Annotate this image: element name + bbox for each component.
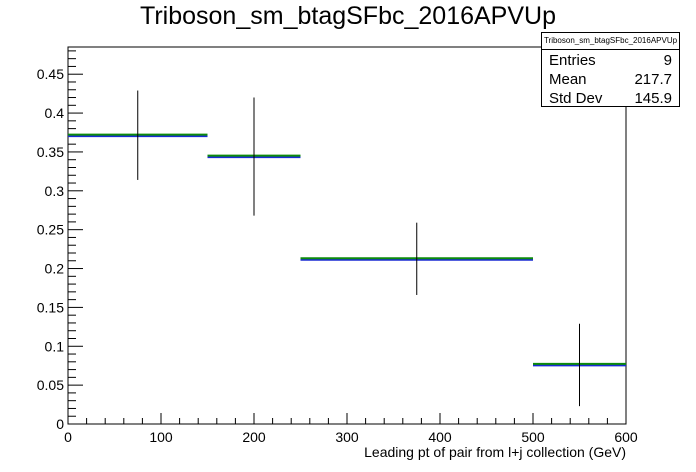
stats-row-stddev: Std Dev 145.9 — [542, 89, 679, 108]
mean-label: Mean — [549, 71, 587, 88]
y-tick-label: 0.15 — [37, 299, 64, 315]
x-axis: 0 100 200 300 400 500 600 — [64, 413, 638, 445]
stats-row-mean: Mean 217.7 — [542, 70, 679, 89]
y-tick-label: 0.25 — [37, 222, 64, 238]
mean-value: 217.7 — [634, 71, 672, 88]
y-tick-label: 0.4 — [45, 105, 65, 121]
entries-value: 9 — [663, 52, 672, 69]
y-axis: 0 0.05 0.1 0.15 0.2 0.25 0.3 0.35 0.4 0.45 — [37, 50, 83, 432]
y-tick-label: 0.2 — [45, 261, 65, 277]
y-tick-label: 0.05 — [37, 377, 64, 393]
stats-box-title: Triboson_sm_btagSFbc_2016APVUp — [542, 33, 679, 50]
x-tick-label: 200 — [242, 429, 266, 445]
y-tick-label: 0.3 — [45, 183, 65, 199]
y-tick-label: 0.1 — [45, 338, 65, 354]
entries-label: Entries — [549, 52, 596, 69]
x-tick-label: 600 — [614, 429, 638, 445]
chart-title: Triboson_sm_btagSFbc_2016APVUp — [140, 2, 556, 30]
stats-box: Triboson_sm_btagSFbc_2016APVUp Entries 9… — [541, 32, 680, 107]
x-axis-label: Leading pt of pair from l+j collection (… — [364, 444, 626, 460]
stddev-label: Std Dev — [549, 90, 603, 107]
x-tick-label: 400 — [428, 429, 452, 445]
x-tick-label: 300 — [335, 429, 359, 445]
x-tick-label: 0 — [64, 429, 72, 445]
x-tick-label: 500 — [521, 429, 545, 445]
y-tick-label: 0.35 — [37, 144, 64, 160]
y-tick-label: 0.45 — [37, 66, 64, 82]
stddev-value: 145.9 — [634, 90, 672, 107]
x-tick-label: 100 — [149, 429, 173, 445]
histogram-bins — [68, 90, 626, 407]
stats-row-entries: Entries 9 — [542, 51, 679, 70]
y-tick-label: 0 — [56, 416, 64, 432]
